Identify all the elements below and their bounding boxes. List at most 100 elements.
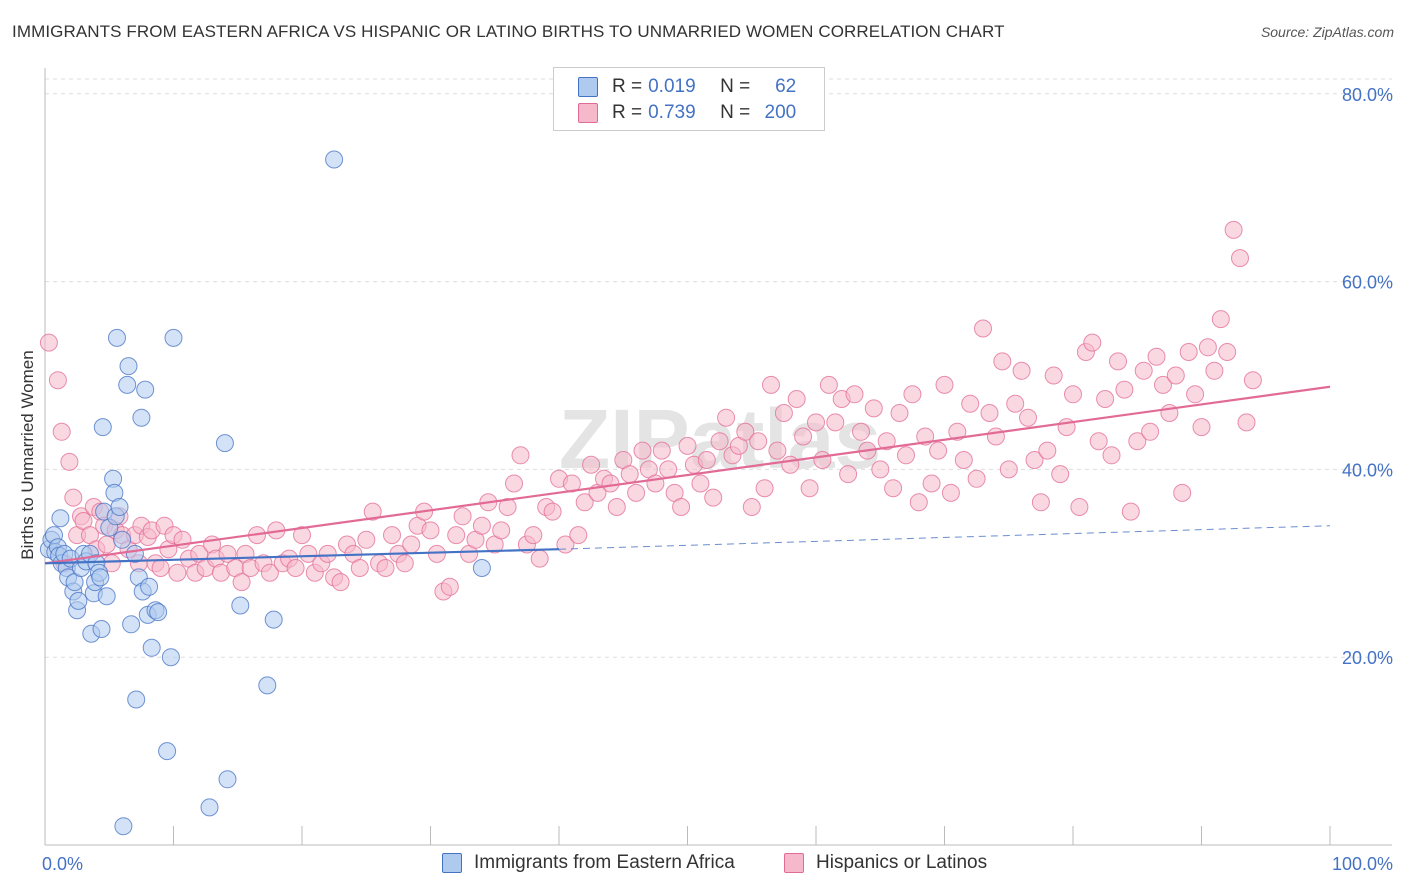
pink-point	[1218, 343, 1237, 361]
pink-point	[948, 422, 967, 441]
blue-point	[114, 817, 133, 836]
blue-point	[140, 577, 159, 596]
blue-point	[119, 357, 138, 376]
pink-point	[852, 422, 870, 441]
pink-point	[1115, 380, 1134, 399]
blue-point	[93, 418, 112, 437]
pink-point	[1089, 432, 1108, 451]
blue-point	[110, 498, 129, 516]
pink-point	[929, 441, 948, 460]
bottom-legend-label: Immigrants from Eastern Africa	[474, 852, 735, 873]
blue-point	[118, 375, 137, 394]
pink-point	[607, 498, 626, 516]
pink-point	[440, 577, 459, 596]
pink-point	[1051, 465, 1070, 484]
pink-point	[845, 385, 864, 404]
pink-point	[299, 544, 318, 563]
pink-point	[890, 404, 909, 422]
pink-point	[575, 493, 594, 512]
pink-point	[293, 526, 311, 545]
pink-point	[691, 474, 710, 493]
pink-point	[524, 526, 543, 545]
x-tick-label: 100.0%	[1332, 854, 1393, 874]
pink-point	[1141, 422, 1160, 441]
pink-point	[986, 427, 1005, 446]
pink-point	[762, 375, 780, 394]
pink-point	[472, 516, 491, 535]
blue-point	[258, 676, 277, 695]
pink-point	[530, 549, 549, 568]
pink-point	[1198, 338, 1217, 357]
y-tick-label: 40.0%	[1342, 460, 1393, 480]
pink-point	[980, 404, 999, 422]
pink-point	[620, 465, 639, 484]
pink-point	[1096, 390, 1115, 408]
pink-point	[749, 432, 768, 451]
pink-point	[376, 559, 395, 577]
legend-n-label: N =	[720, 102, 751, 123]
legend-row-hispanics: R = 0.739 N = 200	[578, 101, 796, 125]
pink-point	[1205, 361, 1224, 380]
blue-point	[472, 559, 491, 577]
chart-source: Source: ZipAtlas.com	[1260, 24, 1394, 40]
pink-point	[652, 441, 671, 460]
pink-point	[1064, 385, 1082, 404]
pink-point	[826, 413, 845, 432]
legend-swatch-pink	[578, 103, 598, 123]
pink-point	[363, 502, 382, 521]
trend-line-eastern-africa-extension	[558, 525, 1331, 550]
pink-point	[627, 483, 646, 502]
pink-point	[1012, 361, 1031, 380]
pink-point	[839, 465, 858, 484]
pink-point	[794, 427, 813, 446]
pink-point	[402, 535, 421, 554]
legend-r-value: 0.739	[648, 102, 696, 123]
pink-point	[511, 446, 530, 465]
pink-point	[659, 460, 678, 479]
pink-point	[1186, 385, 1205, 404]
pink-point	[286, 559, 305, 577]
pink-point	[1134, 361, 1153, 380]
bottom-legend-hispanics: Hispanics or Latinos	[784, 852, 987, 874]
pink-point	[704, 488, 723, 507]
pink-point	[492, 521, 511, 540]
pink-point	[357, 530, 376, 549]
pink-point	[331, 573, 350, 592]
legend-row-eastern-africa: R = 0.019 N = 62	[578, 75, 796, 99]
pink-point	[52, 422, 71, 441]
pink-point	[717, 408, 736, 427]
pink-point	[819, 375, 838, 394]
pink-point	[498, 498, 517, 516]
pink-point	[768, 441, 787, 460]
pink-point	[1006, 394, 1025, 413]
pink-point	[1166, 366, 1185, 385]
pink-point	[505, 474, 523, 493]
pink-point	[1031, 493, 1050, 512]
pink-point	[807, 413, 825, 432]
pink-point	[672, 498, 691, 516]
pink-point	[633, 441, 652, 460]
pink-point	[813, 451, 832, 469]
pink-point	[922, 474, 941, 493]
pink-point	[935, 375, 954, 394]
pink-point	[427, 544, 446, 563]
tick-labels: 20.0% 40.0% 60.0% 80.0% 0.0% 100.0%	[42, 85, 1393, 874]
pink-point	[1083, 333, 1102, 352]
pink-point	[993, 352, 1012, 371]
pink-point	[1179, 343, 1198, 361]
trend-line-eastern-africa	[44, 548, 560, 565]
blue-point	[218, 770, 237, 789]
blue-point	[122, 615, 141, 634]
blue-point	[231, 596, 250, 615]
pink-point	[601, 474, 620, 493]
y-tick-label: 80.0%	[1342, 85, 1393, 105]
legend-n-value: 200	[764, 102, 797, 123]
bottom-legend-eastern-africa: Immigrants from Eastern Africa	[442, 852, 735, 874]
legend-r-value: 0.019	[648, 76, 696, 97]
blue-point	[136, 380, 155, 399]
pink-point	[903, 385, 922, 404]
y-tick-label: 60.0%	[1342, 273, 1393, 293]
blue-point	[325, 150, 344, 169]
blue-point	[142, 638, 161, 657]
legend-r-label: R =	[612, 76, 643, 97]
